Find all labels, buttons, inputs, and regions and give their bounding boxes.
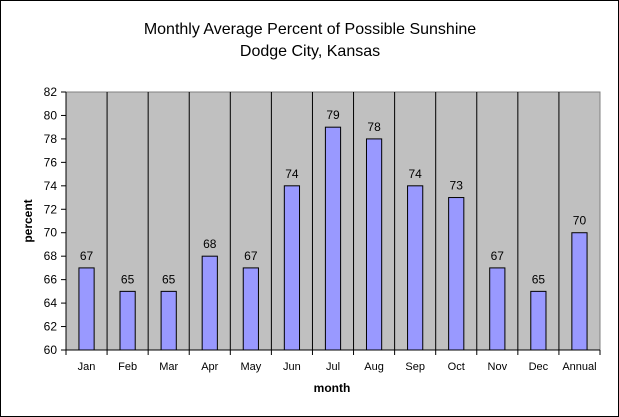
data-label-aug: 78 <box>367 120 381 134</box>
x-tick-label-sep: Sep <box>405 361 425 373</box>
bar-may <box>242 267 259 351</box>
x-tick-label-jan: Jan <box>78 361 96 373</box>
data-label-jan: 67 <box>80 249 94 263</box>
bar-oct <box>448 197 465 351</box>
x-tick-label-nov: Nov <box>488 361 508 373</box>
data-label-jun: 74 <box>285 167 299 181</box>
bar-jun <box>283 185 301 351</box>
bar-jan <box>78 267 95 351</box>
data-label-apr: 68 <box>203 237 217 251</box>
category-dividers <box>106 92 560 350</box>
y-tick-label-82: 82 <box>44 85 58 99</box>
data-label-jul: 79 <box>326 108 340 122</box>
x-tick-label-dec: Dec <box>529 361 549 373</box>
chart-title: Monthly Average Percent of Possible Suns… <box>144 21 476 38</box>
data-label-annual: 70 <box>573 214 587 228</box>
bar-nov <box>489 267 506 351</box>
y-tick-label-60: 60 <box>44 343 58 357</box>
y-tick-label-68: 68 <box>44 249 58 263</box>
y-tick-label-78: 78 <box>44 132 58 146</box>
bar-feb <box>119 290 136 351</box>
y-tick-label-64: 64 <box>44 296 58 310</box>
bar-sep <box>407 185 424 351</box>
x-axis: Jan Feb Mar Apr May Jun Jul Aug Sep Oct Nov Dec Annu… <box>65 349 601 373</box>
y-axis: 60 62 64 66 68 70 72 74 76 78 80 82 <box>44 85 67 357</box>
y-tick-label-66: 66 <box>44 273 58 287</box>
x-tick-label-mar: Mar <box>159 361 178 373</box>
data-label-may: 67 <box>244 249 258 263</box>
y-tick-label-70: 70 <box>44 226 58 240</box>
bar-apr <box>201 255 218 351</box>
data-labels: 67 65 65 68 67 74 79 78 74 73 67 65 70 <box>80 108 587 286</box>
bar-aug <box>365 138 383 351</box>
data-label-sep: 74 <box>408 167 422 181</box>
x-axis-label: month <box>314 381 351 395</box>
bar-jul <box>324 126 342 351</box>
bar-mar <box>160 290 177 351</box>
x-tick-label-aug: Aug <box>364 361 384 373</box>
data-label-feb: 65 <box>121 272 135 286</box>
data-label-dec: 65 <box>532 272 546 286</box>
data-label-oct: 73 <box>450 179 464 193</box>
x-tick-label-annual: Annual <box>562 361 596 373</box>
y-tick-label-72: 72 <box>44 202 58 216</box>
y-tick-label-74: 74 <box>44 179 58 193</box>
data-label-nov: 67 <box>491 249 505 263</box>
x-tick-label-jul: Jul <box>326 361 340 373</box>
x-tick-label-oct: Oct <box>448 361 465 373</box>
x-tick-label-apr: Apr <box>201 361 218 373</box>
x-tick-label-jun: Jun <box>283 361 301 373</box>
bar-dec <box>530 290 547 351</box>
y-tick-label-80: 80 <box>44 108 58 122</box>
x-tick-label-feb: Feb <box>118 361 137 373</box>
bars <box>78 126 588 351</box>
bar-annual <box>571 232 588 351</box>
x-tick-label-may: May <box>240 361 261 373</box>
y-tick-label-62: 62 <box>44 320 58 334</box>
y-tick-label-76: 76 <box>44 155 58 169</box>
y-axis-label: percent <box>21 199 35 242</box>
data-label-mar: 65 <box>162 272 176 286</box>
chart-subtitle: Dodge City, Kansas <box>240 43 380 60</box>
